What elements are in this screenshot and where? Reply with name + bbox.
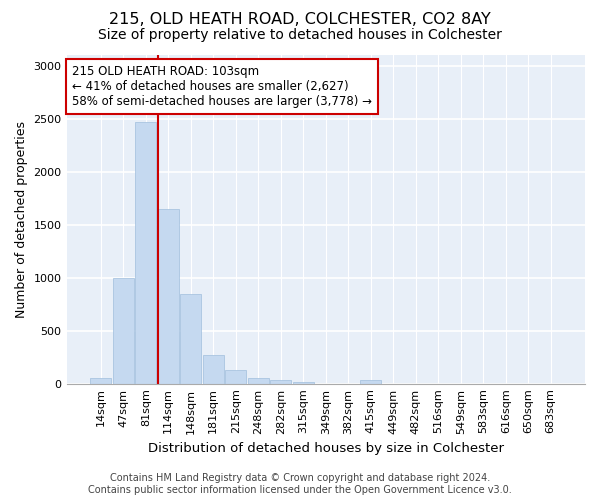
Bar [203,355,224,384]
Bar [225,370,247,384]
Bar [293,382,314,384]
Bar [180,294,202,384]
Text: Size of property relative to detached houses in Colchester: Size of property relative to detached ho… [98,28,502,42]
Bar [270,380,292,384]
Bar [158,208,179,384]
Bar [360,380,382,384]
X-axis label: Distribution of detached houses by size in Colchester: Distribution of detached houses by size … [148,442,504,455]
Text: Contains HM Land Registry data © Crown copyright and database right 2024.
Contai: Contains HM Land Registry data © Crown c… [88,474,512,495]
Bar [248,378,269,384]
Y-axis label: Number of detached properties: Number of detached properties [15,121,28,318]
Text: 215, OLD HEATH ROAD, COLCHESTER, CO2 8AY: 215, OLD HEATH ROAD, COLCHESTER, CO2 8AY [109,12,491,28]
Bar [113,278,134,384]
Bar [90,378,112,384]
Bar [135,122,157,384]
Text: 215 OLD HEATH ROAD: 103sqm
← 41% of detached houses are smaller (2,627)
58% of s: 215 OLD HEATH ROAD: 103sqm ← 41% of deta… [72,65,372,108]
